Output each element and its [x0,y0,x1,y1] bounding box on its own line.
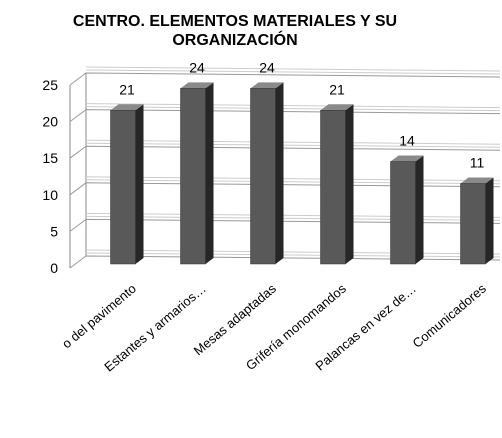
bar-face [320,104,354,111]
bar-face [320,110,346,265]
grid-line [85,176,501,182]
bar-face [485,177,494,264]
bar [180,82,214,265]
bar [250,82,284,265]
grid-line [69,218,501,232]
y-tick-label: 0 [50,260,58,276]
bar-face [205,82,214,264]
data-label: 24 [259,59,275,75]
bar-face [275,82,284,264]
grid-line [85,252,501,258]
grid-line [69,255,501,269]
grid-line [69,72,501,86]
y-tick-label: 10 [42,187,58,203]
bar [110,104,144,265]
bar-face [180,82,214,89]
bar-face [110,110,136,265]
grid-line [69,182,501,196]
grid-line [85,249,501,255]
bar-face [250,82,284,89]
bar-face [250,88,276,265]
data-label: 14 [399,133,415,149]
bar-face [135,104,144,264]
bar-face [110,104,144,111]
bar-face [460,183,486,265]
grid-line [85,215,501,221]
grid-line [69,109,501,122]
grid-line [85,212,501,218]
x-tick-label: Comunicadores [410,280,490,350]
bar-face [460,177,494,184]
data-label: 21 [119,81,135,97]
data-label: 11 [470,154,485,170]
bar [460,177,494,265]
grid-line [85,69,501,75]
bar [320,104,354,265]
grid-line [85,66,501,72]
bar-face [390,155,424,162]
bar-face [390,161,416,265]
grid-line [85,142,501,148]
grid-line [69,145,501,159]
grid-line [85,106,501,112]
y-tick-label: 5 [50,223,58,239]
bar-face [415,155,424,264]
data-label: 21 [329,81,345,97]
bar-face [180,88,206,265]
y-tick-label: 20 [42,114,58,130]
grid-line [85,179,501,185]
data-label: 24 [189,59,205,75]
grid-line [85,139,501,145]
grid-line [85,103,501,109]
bar [390,155,424,265]
chart-title: CENTRO. ELEMENTOS MATERIALES Y SU ORGANI… [72,13,398,49]
y-tick-label: 25 [42,77,58,93]
bar-face [345,104,354,264]
y-tick-label: 15 [42,150,58,166]
